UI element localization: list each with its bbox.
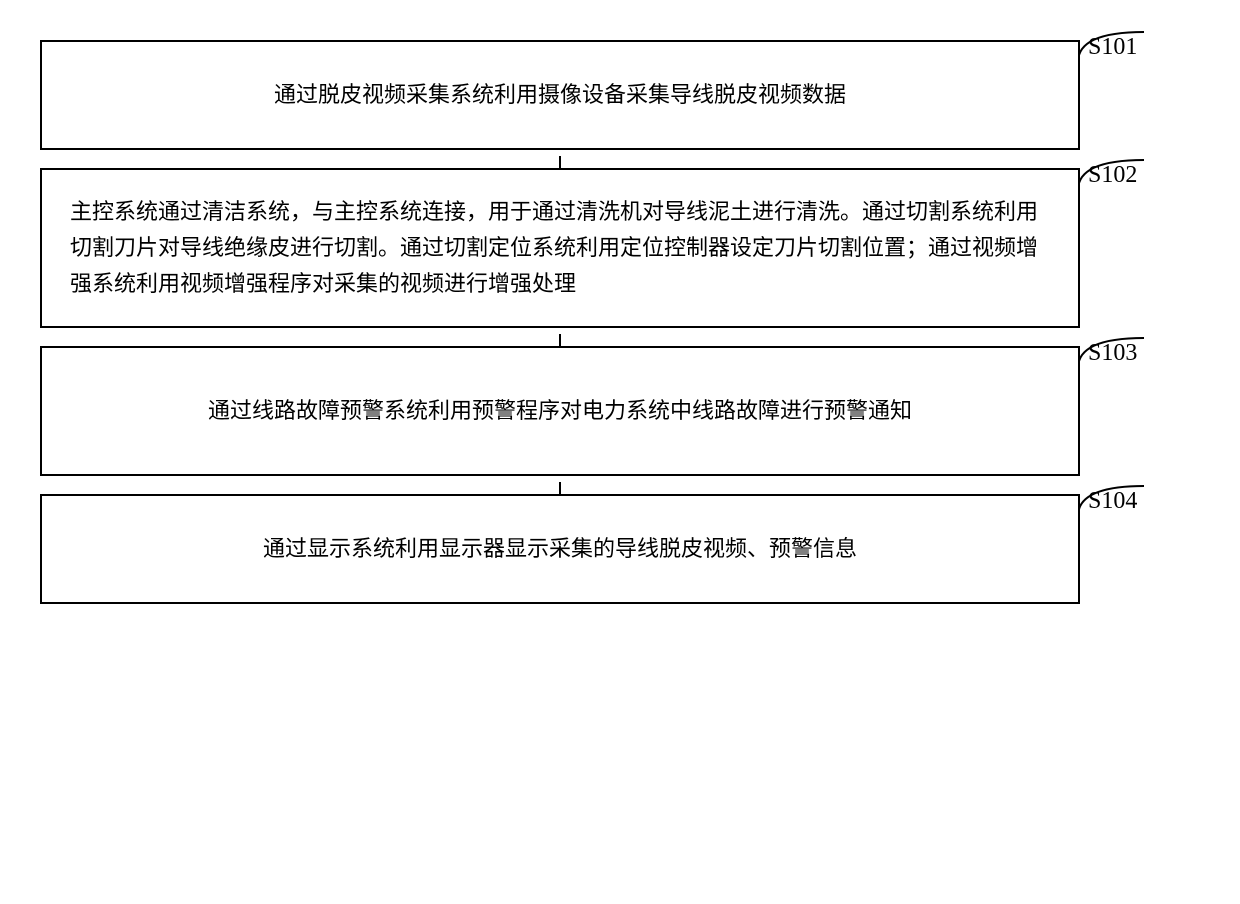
flow-box: 通过脱皮视频采集系统利用摄像设备采集导线脱皮视频数据 [40,40,1080,150]
flow-step: 通过线路故障预警系统利用预警程序对电力系统中线路故障进行预警通知 S103 [40,346,1200,476]
step-label: S101 [1088,34,1137,61]
step-label: S103 [1088,340,1137,367]
flowchart-container: 通过脱皮视频采集系统利用摄像设备采集导线脱皮视频数据 S101 主控系统通过清洁… [40,40,1200,604]
flow-step: 主控系统通过清洁系统，与主控系统连接，用于通过清洗机对导线泥土进行清洗。通过切割… [40,168,1200,328]
flow-step: 通过脱皮视频采集系统利用摄像设备采集导线脱皮视频数据 S101 [40,40,1200,150]
flow-box-text: 通过脱皮视频采集系统利用摄像设备采集导线脱皮视频数据 [70,77,1050,113]
flow-box-text: 主控系统通过清洁系统，与主控系统连接，用于通过清洗机对导线泥土进行清洗。通过切割… [70,194,1050,303]
flow-step: 通过显示系统利用显示器显示采集的导线脱皮视频、预警信息 S104 [40,494,1200,604]
flow-box: 通过显示系统利用显示器显示采集的导线脱皮视频、预警信息 [40,494,1080,604]
step-label: S102 [1088,162,1137,189]
flow-box: 通过线路故障预警系统利用预警程序对电力系统中线路故障进行预警通知 [40,346,1080,476]
flow-box: 主控系统通过清洁系统，与主控系统连接，用于通过清洗机对导线泥土进行清洗。通过切割… [40,168,1080,328]
flow-box-text: 通过显示系统利用显示器显示采集的导线脱皮视频、预警信息 [70,531,1050,567]
step-label: S104 [1088,488,1137,515]
flow-box-text: 通过线路故障预警系统利用预警程序对电力系统中线路故障进行预警通知 [70,393,1050,429]
